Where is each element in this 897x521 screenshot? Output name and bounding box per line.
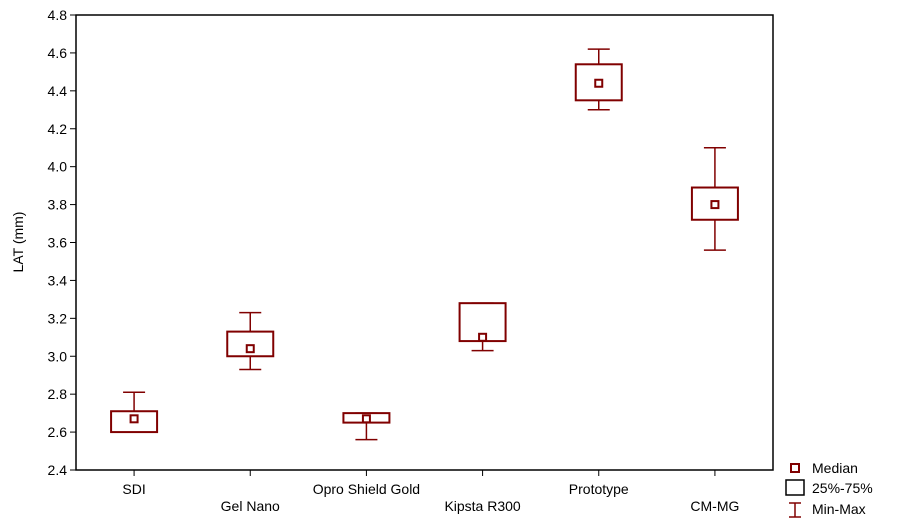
x-tick-label: Kipsta R300 bbox=[444, 498, 520, 514]
median-marker bbox=[594, 78, 604, 88]
y-tick-label: 4.8 bbox=[48, 7, 68, 23]
box-kipsta-r300 bbox=[458, 302, 507, 352]
y-tick-label: 3.2 bbox=[48, 310, 68, 326]
y-tick-label: 4.0 bbox=[48, 159, 68, 175]
plot-frame bbox=[75, 14, 774, 471]
y-tick-label: 2.4 bbox=[48, 462, 68, 478]
y-tick-label: 4.4 bbox=[48, 83, 68, 99]
y-tick-label: 3.8 bbox=[48, 197, 68, 213]
x-tick-label: Gel Nano bbox=[221, 498, 280, 514]
y-tick-label: 4.6 bbox=[48, 45, 68, 61]
x-tick-label: SDI bbox=[122, 481, 145, 497]
legend: Median 25%-75% Min-Max bbox=[785, 460, 873, 518]
box-cm-mg bbox=[690, 146, 739, 251]
y-tick-label: 3.0 bbox=[48, 348, 68, 364]
legend-whisker-label: Min-Max bbox=[812, 501, 866, 517]
y-tick-label: 2.6 bbox=[48, 424, 68, 440]
box-sdi bbox=[110, 391, 159, 434]
legend-median-symbol bbox=[790, 463, 800, 473]
box-series bbox=[110, 48, 739, 441]
legend-box-label: 25%-75% bbox=[812, 480, 873, 496]
median-marker bbox=[245, 344, 255, 354]
legend-box-symbol bbox=[785, 479, 805, 496]
median-marker bbox=[478, 332, 488, 342]
median-marker bbox=[710, 200, 720, 210]
y-axis: 2.4 2.6 2.8 3.0 3.2 3.4 3.6 3.8 4.0 4.2 4.4 4.6 4.8 bbox=[48, 7, 76, 478]
median-marker bbox=[129, 414, 139, 424]
y-tick-label: 3.4 bbox=[48, 272, 68, 288]
y-tick-label: 2.8 bbox=[48, 386, 68, 402]
box-prototype bbox=[574, 48, 623, 111]
y-tick-label: 4.2 bbox=[48, 121, 68, 137]
x-tick-label: CM-MG bbox=[690, 498, 739, 514]
legend-median-label: Median bbox=[812, 460, 858, 476]
x-tick-label: Prototype bbox=[569, 481, 629, 497]
x-tick-label: Opro Shield Gold bbox=[313, 481, 420, 497]
y-axis-title: LAT (mm) bbox=[10, 212, 26, 273]
y-tick-label: 3.6 bbox=[48, 235, 68, 251]
box-opro-shield-gold bbox=[342, 412, 391, 441]
median-marker bbox=[361, 414, 371, 424]
box-gel-nano bbox=[226, 311, 275, 371]
x-axis: SDI Gel Nano Opro Shield Gold Kipsta R300 Pr… bbox=[122, 470, 739, 514]
